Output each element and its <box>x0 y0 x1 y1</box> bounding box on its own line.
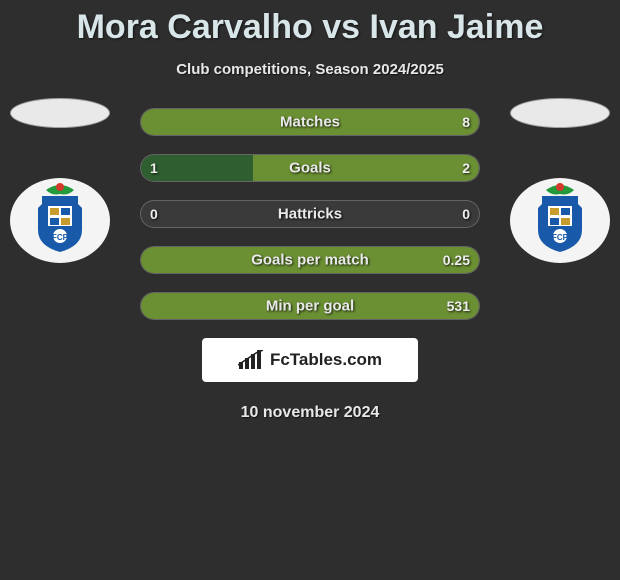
page-subtitle: Club competitions, Season 2024/2025 <box>0 61 620 78</box>
stat-row: Hattricks0 0 <box>140 200 480 228</box>
bar-chart-icon <box>238 350 264 370</box>
date-text: 10 november 2024 <box>0 404 620 422</box>
stat-value-right: 531 <box>447 298 470 314</box>
stat-value-right: 8 <box>462 114 470 130</box>
club-badge-icon: FCP <box>10 178 110 263</box>
branding-box: FcTables.com <box>202 338 418 382</box>
stat-value-right: 0.25 <box>443 252 470 268</box>
stat-label: Matches <box>140 114 480 131</box>
stat-label: Goals per match <box>140 252 480 269</box>
stat-row: Matches8 <box>140 108 480 136</box>
player-right-club-badge: FCP <box>510 178 610 263</box>
stat-row: Goals1 2 <box>140 154 480 182</box>
player-right-avatar-placeholder <box>510 98 610 128</box>
player-left-avatar-placeholder <box>10 98 110 128</box>
svg-text:FCP: FCP <box>52 233 69 242</box>
stat-row: Min per goal531 <box>140 292 480 320</box>
club-badge-icon: FCP <box>510 178 610 263</box>
svg-text:FCP: FCP <box>552 233 569 242</box>
stat-bars: Matches8 Goals1 2 Hattricks0 0 Goals per matc… <box>140 108 480 320</box>
branding-text: FcTables.com <box>270 350 382 370</box>
stat-label: Hattricks <box>140 206 480 223</box>
player-left-block: FCP <box>10 98 110 263</box>
stat-value-left: 1 <box>150 160 158 176</box>
player-left-club-badge: FCP <box>10 178 110 263</box>
stat-label: Goals <box>140 160 480 177</box>
stat-value-right: 2 <box>462 160 470 176</box>
page-title: Mora Carvalho vs Ivan Jaime <box>0 0 620 47</box>
comparison-stage: FCP FCP Matches8Goals12Hattric <box>0 108 620 422</box>
stat-value-right: 0 <box>462 206 470 222</box>
stat-value-left: 0 <box>150 206 158 222</box>
player-right-block: FCP <box>510 98 610 263</box>
stat-row: Goals per match0.25 <box>140 246 480 274</box>
stat-label: Min per goal <box>140 298 480 315</box>
